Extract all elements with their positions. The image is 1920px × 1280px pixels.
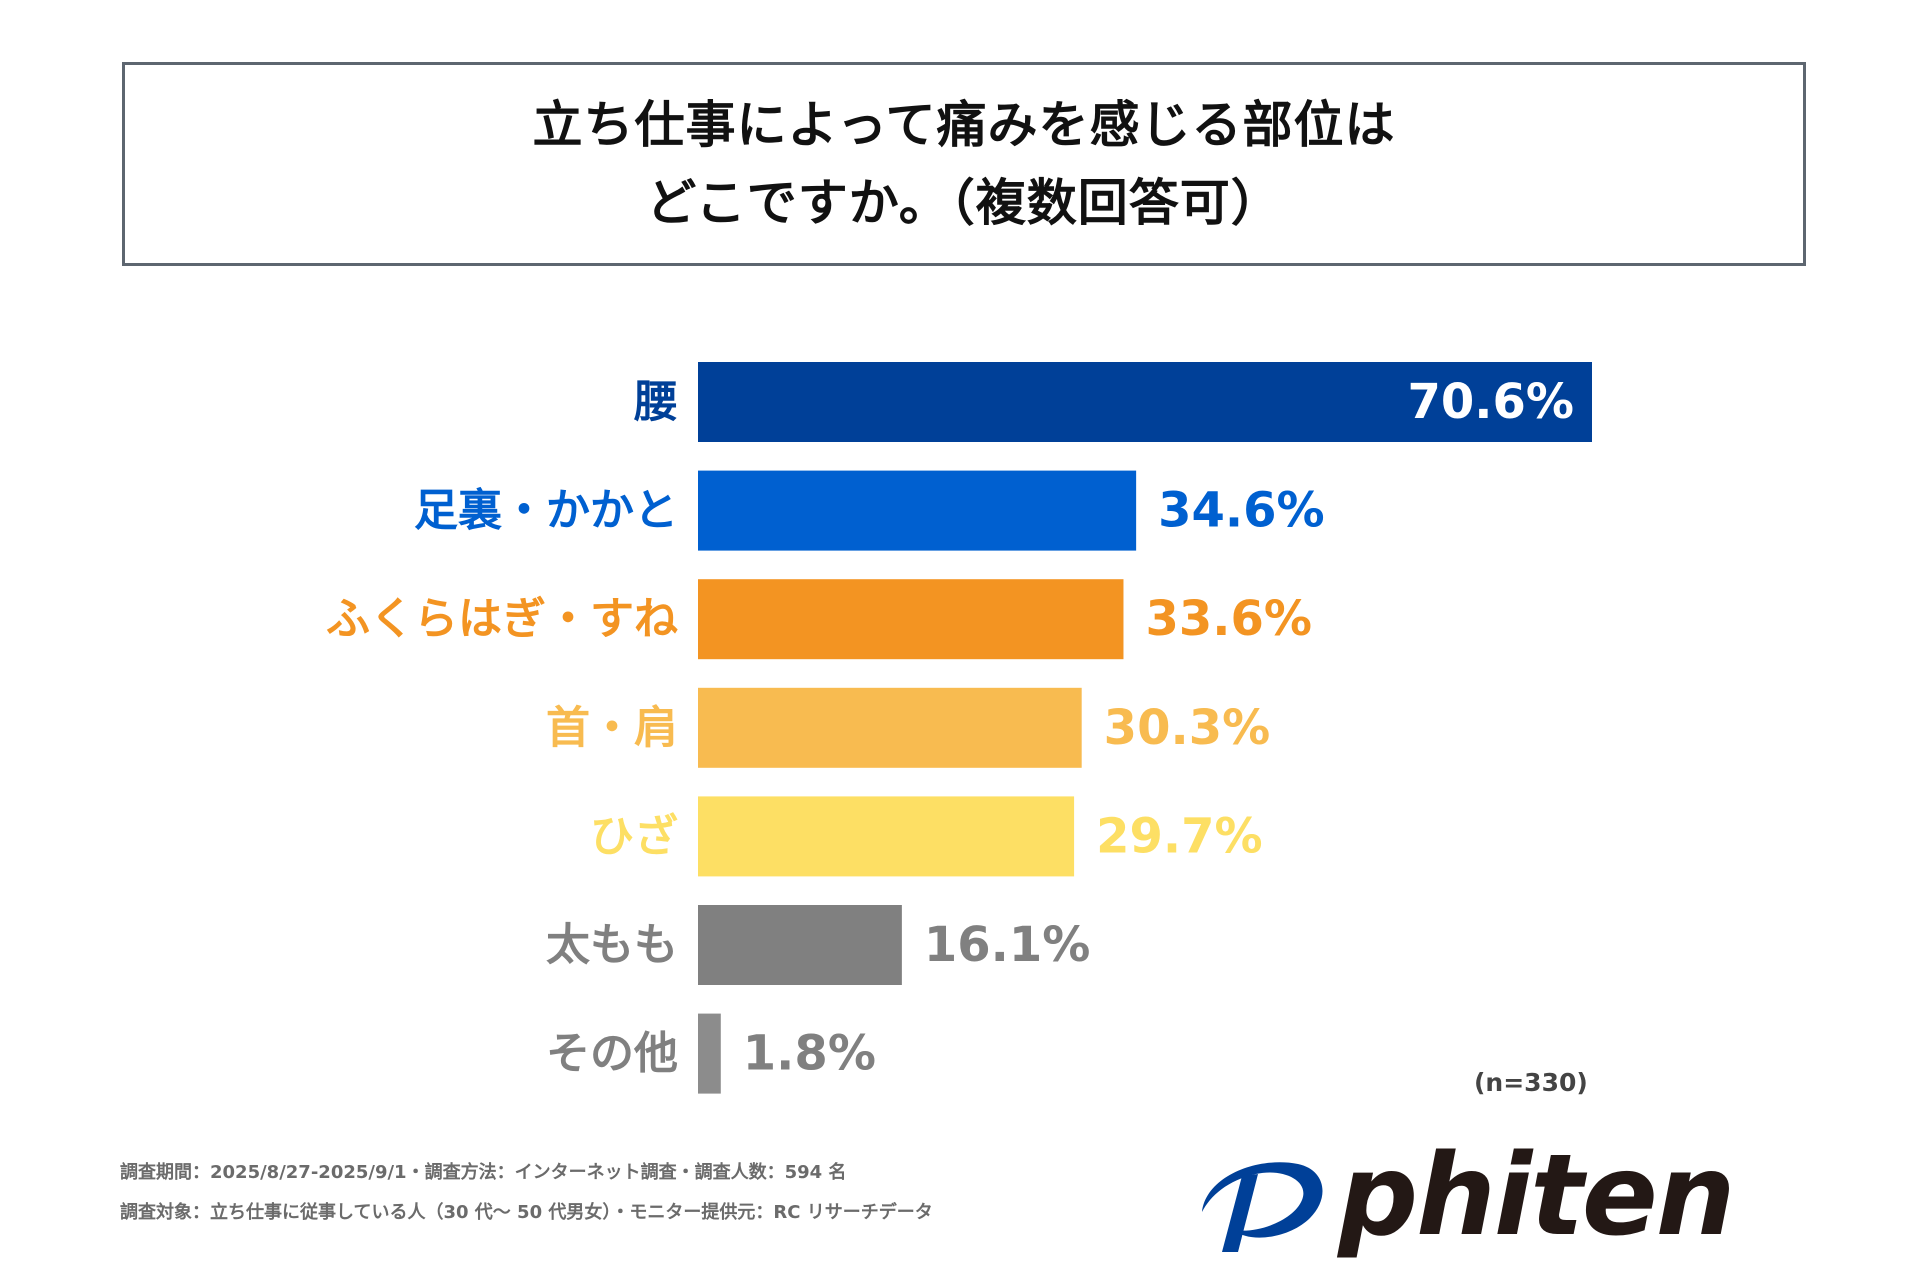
phiten-logo-wordmark: phiten	[1338, 1131, 1736, 1261]
phiten-logo-mark-icon	[1202, 1162, 1323, 1252]
bar-2	[698, 579, 1124, 660]
survey-period-note: 調査期間：2025/8/27-2025/9/1・調査方法：インターネット調査・調…	[120, 1162, 847, 1183]
category-label-2: ふくらはぎ・すね	[326, 594, 678, 645]
bar-3	[698, 687, 1082, 768]
category-label-0: 腰	[633, 377, 678, 428]
value-label-3: 30.3%	[1104, 700, 1271, 756]
bar-1	[698, 470, 1137, 551]
sample-size-note: (n=330)	[1474, 1068, 1588, 1097]
chart-title-line-2: どこですか。（複数回答可）	[646, 174, 1282, 232]
chart-title-line-1: 立ち仕事によって痛みを感じる部位は	[532, 96, 1396, 154]
value-label-1: 34.6%	[1158, 483, 1325, 539]
category-label-4: ひざ	[590, 811, 678, 862]
chart-title-box: 立ち仕事によって痛みを感じる部位は どこですか。（複数回答可）	[122, 62, 1806, 266]
bar-6	[698, 1013, 721, 1094]
value-label-4: 29.7%	[1096, 808, 1263, 864]
category-label-3: 首・肩	[546, 702, 678, 753]
value-label-0: 70.6%	[1407, 374, 1574, 430]
survey-target-note: 調査対象：立ち仕事に従事している人（30 代〜 50 代男女）・モニター提供元：…	[120, 1202, 933, 1223]
value-label-5: 16.1%	[924, 917, 1091, 973]
value-label-6: 1.8%	[743, 1026, 876, 1082]
bar-5	[698, 905, 902, 985]
bar-0	[698, 362, 1592, 442]
category-label-5: 太もも	[546, 920, 678, 971]
value-label-2: 33.6%	[1145, 591, 1312, 647]
bar-4	[698, 796, 1075, 877]
category-label-1: 足裏・かかと	[414, 485, 678, 536]
category-label-6: その他	[546, 1028, 678, 1079]
phiten-logo: phiten	[1198, 1136, 1810, 1260]
